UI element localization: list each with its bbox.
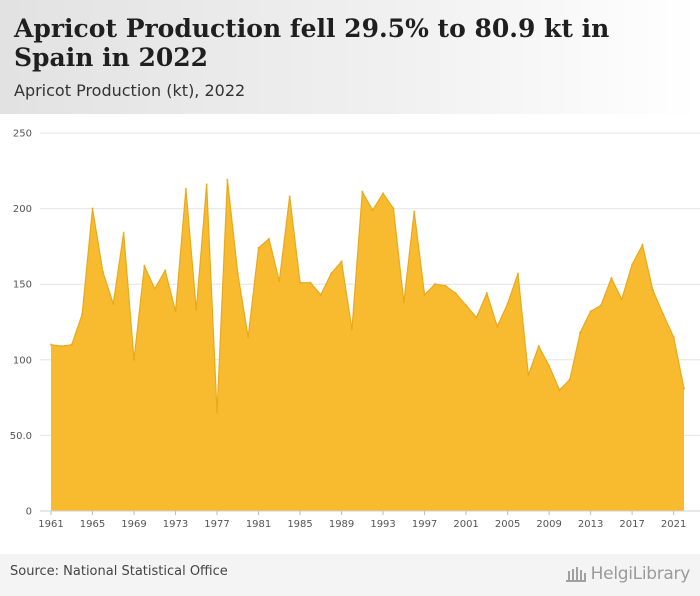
data-point: [496, 325, 499, 328]
data-point: [267, 237, 271, 241]
data-point: [433, 283, 437, 286]
data-point: [49, 343, 53, 346]
data-point: [423, 293, 426, 296]
data-point: [184, 187, 188, 191]
y-tick-label: 250: [13, 129, 32, 140]
data-point: [454, 292, 457, 295]
data-point: [589, 310, 592, 313]
data-point: [246, 335, 250, 339]
data-point: [392, 207, 395, 210]
footer: Source: National Statistical Office Helg…: [0, 554, 700, 596]
x-tick-label: 1977: [204, 519, 229, 530]
data-point: [101, 270, 105, 274]
data-point: [527, 373, 530, 377]
data-point: [381, 192, 385, 195]
x-tick-label: 2009: [536, 519, 561, 530]
y-tick-label: 0: [26, 507, 32, 518]
x-tick-label: 2021: [661, 519, 686, 530]
data-point: [122, 231, 125, 234]
logo-text: HelgiLibrary: [590, 564, 691, 584]
header: Apricot Production fell 29.5% to 80.9 kt…: [0, 0, 700, 114]
x-tick-label: 1989: [329, 519, 354, 530]
source-note: Source: National Statistical Office: [10, 564, 228, 579]
data-point: [153, 287, 156, 290]
data-point: [516, 272, 520, 275]
data-point: [537, 344, 540, 348]
data-point: [163, 269, 167, 272]
data-point: [444, 284, 447, 287]
data-point: [641, 243, 644, 247]
data-point: [475, 316, 478, 319]
data-point: [506, 302, 509, 306]
data-point: [412, 210, 416, 213]
data-point: [682, 387, 686, 390]
data-point: [215, 411, 219, 414]
helgilibrary-logo: HelgiLibrary: [565, 560, 690, 588]
x-tick-label: 1965: [80, 519, 105, 530]
x-tick-label: 1969: [121, 519, 146, 530]
library-building-icon: [565, 567, 586, 582]
x-tick-label: 2001: [453, 519, 478, 530]
data-point: [309, 281, 312, 284]
x-tick-label: 1961: [38, 519, 63, 530]
data-point: [361, 190, 364, 194]
x-tick-label: 1997: [412, 519, 437, 530]
data-point: [80, 313, 84, 316]
data-point: [651, 289, 655, 292]
data-point: [288, 195, 291, 198]
x-tick-label: 1985: [287, 519, 312, 530]
data-point: [278, 279, 281, 283]
data-point: [340, 260, 343, 263]
data-point: [298, 281, 302, 284]
data-point: [402, 301, 406, 304]
data-point: [630, 263, 634, 266]
data-point: [195, 308, 198, 312]
data-point: [60, 344, 63, 348]
chart-area: 0 50.0 100 150 200 250 1961 1965 1969 1973 1977 198…: [0, 114, 700, 554]
data-point: [464, 304, 468, 307]
x-tick-label: 1981: [246, 519, 271, 530]
y-tick-label: 50.0: [10, 431, 32, 442]
data-point: [329, 272, 333, 275]
y-tick-label: 150: [13, 280, 32, 291]
data-point: [662, 313, 665, 316]
x-tick-label: 2017: [619, 519, 644, 530]
chart-subtitle: Apricot Production (kt), 2022: [14, 81, 246, 100]
x-tick-label: 2013: [578, 519, 603, 530]
data-point: [620, 298, 623, 301]
data-point: [350, 328, 354, 331]
data-point: [599, 304, 603, 307]
data-point: [371, 208, 374, 212]
data-point: [485, 292, 489, 295]
chart-title: Apricot Production fell 29.5% to 80.9 kt…: [14, 14, 610, 72]
data-point: [568, 378, 572, 381]
data-point: [143, 264, 146, 268]
x-tick-label: 1973: [163, 519, 188, 530]
data-point: [579, 331, 582, 334]
data-point: [91, 207, 94, 210]
data-point: [319, 293, 323, 296]
data-point: [205, 183, 208, 186]
data-point: [236, 272, 239, 275]
x-tick-label: 1993: [370, 519, 395, 530]
area-chart: 0 50.0 100 150 200 250 1961 1965 1969 1973 1977 198…: [10, 129, 700, 530]
series-line: [50, 179, 685, 413]
data-point: [132, 358, 136, 361]
data-point: [610, 276, 613, 280]
y-tick-label: 200: [13, 204, 32, 215]
data-point: [112, 302, 115, 306]
x-tick-label: 2005: [495, 519, 520, 530]
data-point: [226, 178, 229, 182]
data-point: [672, 335, 675, 339]
data-point: [547, 364, 551, 368]
data-point: [558, 388, 561, 392]
y-tick-label: 100: [13, 355, 32, 366]
data-point: [257, 246, 260, 250]
area-fill: [51, 179, 684, 511]
data-point: [70, 343, 73, 346]
data-point: [174, 310, 177, 313]
